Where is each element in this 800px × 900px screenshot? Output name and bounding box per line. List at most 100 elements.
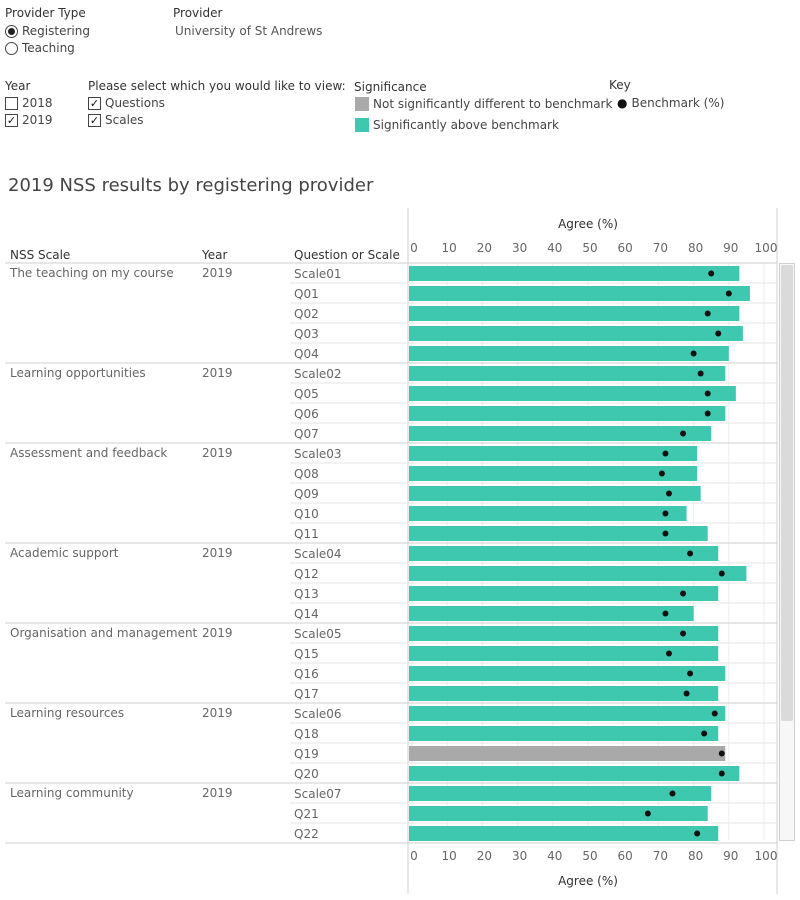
top-axis-tick: 20: [477, 241, 492, 255]
provider-value[interactable]: University of St Andrews: [175, 24, 323, 38]
question-label: Q14: [294, 607, 319, 621]
bar-scale03: [409, 446, 698, 461]
bar-scale06: [409, 706, 726, 721]
year-label: 2019: [202, 446, 233, 460]
question-label: Q12: [294, 567, 319, 581]
scrollbar-thumb[interactable]: [781, 265, 793, 721]
bar-scale01: [409, 266, 740, 281]
benchmark-dot-q04: [690, 350, 697, 357]
question-label: Q04: [294, 347, 319, 361]
bar-q16: [409, 666, 726, 681]
benchmark-dot-icon: ●: [617, 96, 628, 110]
bottom-axis-tick: 50: [582, 849, 597, 863]
question-label: Scale01: [294, 267, 342, 281]
benchmark-dot-q17: [683, 690, 690, 697]
question-label: Q05: [294, 387, 319, 401]
bar-q09: [409, 486, 701, 501]
question-label: Scale03: [294, 447, 342, 461]
question-label: Scale07: [294, 787, 342, 801]
top-axis-tick: 80: [688, 241, 703, 255]
bar-q20: [409, 766, 740, 781]
top-axis-tick: 30: [512, 241, 527, 255]
benchmark-dot-q03: [715, 330, 722, 337]
top-axis-tick: 40: [547, 241, 562, 255]
year-filter-label: Year: [5, 79, 31, 93]
radio-empty-icon: [5, 41, 18, 55]
question-label: Q13: [294, 587, 319, 601]
checkbox-year-2018[interactable]: 2018: [5, 96, 53, 110]
bottom-axis-tick: 90: [723, 849, 738, 863]
radio-registering-label: Registering: [22, 24, 90, 38]
bar-q07: [409, 426, 712, 441]
nss-scale-label: Assessment and feedback: [10, 446, 167, 460]
benchmark-dot-q21: [644, 810, 651, 817]
question-label: Q20: [294, 767, 319, 781]
checkbox-questions-label: Questions: [105, 96, 165, 110]
benchmark-dot-q06: [704, 410, 711, 417]
bottom-axis-tick: 60: [618, 849, 633, 863]
provider-type-label: Provider Type: [5, 6, 86, 20]
benchmark-dot-scale06: [711, 710, 718, 717]
checkbox-year-2018-label: 2018: [22, 96, 53, 110]
checkbox-scales-label: Scales: [105, 113, 144, 127]
nss-scale-label: Learning opportunities: [10, 366, 146, 380]
bar-q02: [409, 306, 740, 321]
bottom-axis-tick: 30: [512, 849, 527, 863]
benchmark-dot-q12: [718, 570, 725, 577]
legend-not-significant-label: Not significantly different to benchmark: [373, 97, 613, 111]
benchmark-dot-q11: [662, 530, 669, 537]
question-label: Q16: [294, 667, 319, 681]
top-axis-tick: 0: [410, 241, 418, 255]
bar-q04: [409, 346, 729, 361]
question-label: Scale04: [294, 547, 342, 561]
column-header-year: Year: [202, 248, 228, 262]
legend-swatch-grey: [355, 97, 369, 111]
radio-registering[interactable]: Registering: [5, 24, 90, 38]
legend-swatch-teal: [355, 118, 369, 132]
legend-not-significant[interactable]: Not significantly different to benchmark: [355, 97, 612, 111]
bar-q08: [409, 466, 698, 481]
bottom-axis-tick: 0: [410, 849, 418, 863]
question-label: Scale02: [294, 367, 342, 381]
question-label: Q19: [294, 747, 319, 761]
question-label: Scale05: [294, 627, 342, 641]
benchmark-dot-q05: [704, 390, 711, 397]
year-label: 2019: [202, 266, 233, 280]
bottom-axis-tick: 20: [477, 849, 492, 863]
column-header-nss-scale: NSS Scale: [10, 248, 71, 262]
legend-significantly-above-label: Significantly above benchmark: [373, 118, 559, 132]
question-label: Q21: [294, 807, 319, 821]
checkbox-year-2019-label: 2019: [22, 113, 53, 127]
benchmark-dot-q08: [658, 470, 665, 477]
benchmark-dot-q13: [680, 590, 687, 597]
checkbox-scales[interactable]: ✓ Scales: [88, 113, 144, 127]
vertical-scrollbar[interactable]: [779, 263, 795, 841]
nss-scale-label: Academic support: [10, 546, 119, 560]
column-header-question: Question or Scale: [294, 248, 400, 262]
bottom-axis-tick: 80: [688, 849, 703, 863]
benchmark-dot-q20: [718, 770, 725, 777]
benchmark-dot-q10: [662, 510, 669, 517]
bar-q21: [409, 806, 708, 821]
bar-scale07: [409, 786, 712, 801]
bar-q12: [409, 566, 747, 581]
year-label: 2019: [202, 626, 233, 640]
checkbox-year-2019[interactable]: ✓ 2019: [5, 113, 53, 127]
checkmark-icon: ✓: [88, 113, 101, 127]
benchmark-dot-q07: [680, 430, 687, 437]
radio-teaching[interactable]: Teaching: [5, 41, 75, 55]
benchmark-dot-q09: [665, 490, 672, 497]
bottom-axis-tick: 100: [755, 849, 778, 863]
top-axis-tick: 10: [442, 241, 457, 255]
bar-scale02: [409, 366, 726, 381]
bottom-axis-tick: 70: [653, 849, 668, 863]
bar-q19: [409, 746, 726, 761]
checkbox-questions[interactable]: ✓ Questions: [88, 96, 165, 110]
benchmark-dot-q22: [694, 830, 701, 837]
top-axis-tick: 100: [755, 241, 778, 255]
top-axis-tick: 90: [723, 241, 738, 255]
bar-q15: [409, 646, 719, 661]
legend-significantly-above[interactable]: Significantly above benchmark: [355, 118, 559, 132]
question-label: Q03: [294, 327, 319, 341]
